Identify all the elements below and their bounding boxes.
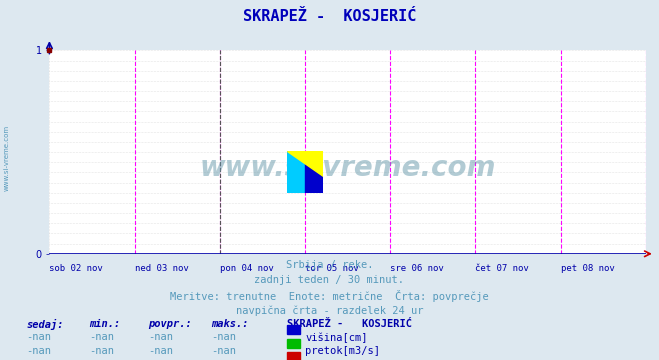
Text: sob 02 nov: sob 02 nov (49, 264, 103, 273)
Text: -nan: -nan (26, 332, 51, 342)
Text: Srbija / reke.: Srbija / reke. (286, 260, 373, 270)
Text: -nan: -nan (148, 346, 173, 356)
Text: sedaj:: sedaj: (26, 319, 64, 330)
Text: tor 05 nov: tor 05 nov (305, 264, 358, 273)
Text: maks.:: maks.: (211, 319, 248, 329)
Text: sre 06 nov: sre 06 nov (390, 264, 444, 273)
Text: www.si-vreme.com: www.si-vreme.com (200, 154, 496, 183)
Text: -nan: -nan (89, 346, 114, 356)
Text: min.:: min.: (89, 319, 120, 329)
Text: www.si-vreme.com: www.si-vreme.com (3, 125, 10, 192)
Text: povpr.:: povpr.: (148, 319, 192, 329)
Text: SKRAPEŽ -   KOSJERIĆ: SKRAPEŽ - KOSJERIĆ (287, 319, 412, 329)
Text: ned 03 nov: ned 03 nov (134, 264, 188, 273)
Text: SKRAPEŽ -  KOSJERIĆ: SKRAPEŽ - KOSJERIĆ (243, 9, 416, 24)
Text: -nan: -nan (211, 346, 236, 356)
Text: višina[cm]: višina[cm] (305, 332, 368, 343)
Polygon shape (287, 151, 323, 176)
Text: zadnji teden / 30 minut.: zadnji teden / 30 minut. (254, 275, 405, 285)
Text: pretok[m3/s]: pretok[m3/s] (305, 346, 380, 356)
Text: pon 04 nov: pon 04 nov (220, 264, 273, 273)
Text: navpična črta - razdelek 24 ur: navpična črta - razdelek 24 ur (236, 305, 423, 316)
Bar (304, 151, 323, 193)
Text: -nan: -nan (26, 346, 51, 356)
Text: pet 08 nov: pet 08 nov (561, 264, 614, 273)
Text: -nan: -nan (89, 332, 114, 342)
Text: -nan: -nan (211, 332, 236, 342)
Text: čet 07 nov: čet 07 nov (475, 264, 529, 273)
Text: Meritve: trenutne  Enote: metrične  Črta: povprečje: Meritve: trenutne Enote: metrične Črta: … (170, 290, 489, 302)
Bar (287, 151, 304, 193)
Text: -nan: -nan (148, 332, 173, 342)
